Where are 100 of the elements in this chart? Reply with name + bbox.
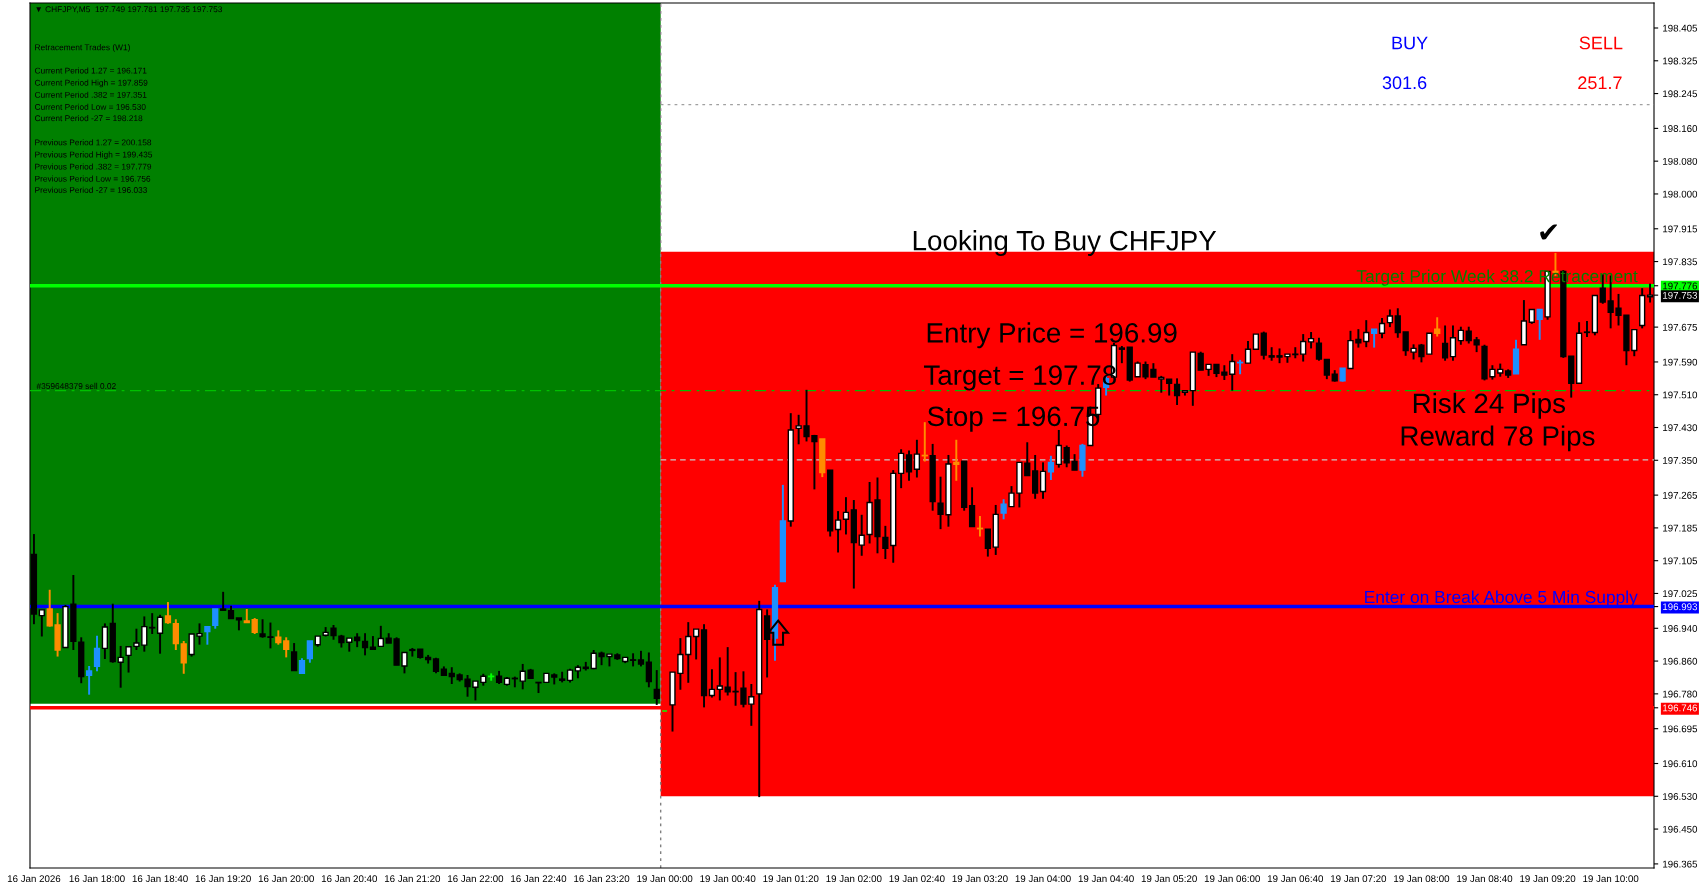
- candlestick: [149, 612, 156, 635]
- y-tick-label: 198.000: [1663, 190, 1698, 198]
- candlestick: [1000, 498, 1007, 521]
- y-tick-label: 197.753: [1663, 291, 1698, 299]
- candlestick: [1229, 353, 1236, 392]
- candlestick: [842, 496, 850, 536]
- candlestick: [290, 642, 298, 672]
- annotation: Previous Period .382 = 197.779: [35, 163, 152, 170]
- candlestick: [164, 601, 172, 625]
- y-tick-label: 197.025: [1663, 590, 1698, 598]
- candlestick: [653, 669, 660, 706]
- candlestick: [377, 624, 384, 648]
- candlestick: [156, 613, 164, 655]
- y-tick-label: 198.245: [1663, 90, 1698, 98]
- x-tick-label: 19 Jan 07:20: [1331, 875, 1387, 883]
- candlestick: [693, 628, 700, 661]
- candlestick: [834, 510, 842, 554]
- candlestick: [1583, 320, 1591, 338]
- annotation: ✔: [1540, 224, 1557, 240]
- y-tick-label: 197.185: [1663, 524, 1698, 532]
- candlestick: [1394, 307, 1401, 339]
- annotation: Current Period -27 = 198.218: [34, 115, 143, 122]
- y-tick-label: 196.780: [1663, 690, 1698, 698]
- candlestick: [38, 608, 45, 638]
- annotation: Entry Price = 196.99: [927, 322, 1177, 349]
- x-tick-label: 16 Jan 21:20: [384, 875, 441, 883]
- candlestick: [172, 618, 179, 651]
- y-tick-label: 198.080: [1663, 157, 1698, 165]
- x-tick-label: 19 Jan 09:20: [1520, 875, 1576, 883]
- x-tick-label: 19 Jan 02:40: [889, 875, 945, 883]
- candlestick: [968, 486, 976, 528]
- candlestick: [1520, 299, 1528, 346]
- candlestick: [1173, 377, 1181, 406]
- y-tick-label: 197.350: [1663, 457, 1698, 464]
- y-tick-label: 196.365: [1663, 860, 1698, 868]
- x-tick-label: 16 Jan 18:00: [69, 875, 125, 883]
- candlestick: [85, 665, 93, 696]
- x-tick-label: 19 Jan 00:00: [637, 875, 693, 883]
- candlestick: [882, 524, 889, 561]
- candlestick: [1315, 336, 1323, 362]
- annotation: Risk 24 Pips: [1413, 392, 1566, 419]
- candlestick: [220, 590, 227, 612]
- annotation: Previous Period 1.27 = 200.158: [35, 139, 152, 146]
- x-tick-label: 16 Jan 20:40: [321, 875, 378, 883]
- y-tick-label: 197.776: [1663, 282, 1698, 290]
- candlestick: [283, 636, 290, 659]
- candlestick: [101, 622, 109, 660]
- x-tick-label: 19 Jan 03:20: [952, 875, 1008, 883]
- candlestick: [1032, 453, 1039, 500]
- y-tick-label: 198.325: [1663, 57, 1698, 65]
- candlestick: [93, 634, 101, 673]
- candlestick: [204, 625, 211, 646]
- candlestick: [913, 438, 921, 479]
- candlestick: [1449, 324, 1457, 362]
- annotation: 301.6: [1382, 76, 1427, 90]
- annotation: Looking To Buy CHFJPY: [913, 230, 1217, 256]
- candlestick: [1039, 461, 1047, 500]
- annotation: Current Period Low = 196.530: [34, 103, 146, 110]
- ref-line-label: #359648379 sell 0.02: [36, 382, 116, 389]
- ref-line-label: Enter on Break Above 5 Min Supply: [1365, 590, 1638, 607]
- y-tick-label: 196.610: [1663, 760, 1698, 768]
- x-tick-label: 19 Jan 04:00: [1015, 875, 1071, 883]
- y-tick-label: 196.860: [1663, 657, 1698, 665]
- x-tick-label: 16 Jan 20:00: [258, 875, 314, 883]
- candlestick: [1300, 333, 1307, 363]
- candlestick: [1434, 316, 1441, 338]
- x-tick-label: 16 Jan 2026: [7, 875, 61, 883]
- x-tick-label: 16 Jan 18:40: [132, 875, 188, 883]
- x-tick-label: 19 Jan 01:20: [763, 875, 819, 883]
- annotation: Current Period 1.27 = 196.171: [34, 67, 147, 74]
- candlestick: [984, 528, 991, 558]
- annotation: Reward 78 Pips: [1401, 425, 1595, 452]
- candlestick: [117, 644, 124, 689]
- y-tick-label: 197.265: [1663, 491, 1698, 499]
- y-tick-label: 197.590: [1663, 358, 1698, 366]
- x-tick-label: 16 Jan 23:20: [574, 875, 630, 883]
- y-tick-label: 197.105: [1663, 557, 1698, 565]
- candlestick: [212, 608, 219, 630]
- x-tick-label: 19 Jan 00:40: [700, 875, 756, 883]
- annotation: ▼ CHFJPY,M5 197.749 197.781 197.735 197.753: [36, 6, 223, 14]
- candlestick: [858, 513, 865, 557]
- x-tick-label: 19 Jan 06:00: [1204, 875, 1260, 883]
- candlestick: [708, 668, 716, 699]
- candlestick: [306, 640, 314, 664]
- y-tick-label: 198.405: [1663, 24, 1698, 32]
- x-tick-label: 16 Jan 19:20: [195, 875, 251, 883]
- x-tick-label: 16 Jan 22:40: [511, 875, 567, 883]
- candlestick: [1536, 308, 1543, 341]
- candlestick: [645, 651, 652, 689]
- candlestick: [1457, 325, 1464, 346]
- y-tick-label: 196.695: [1663, 725, 1698, 733]
- candlestick: [1441, 324, 1449, 362]
- candlestick: [1047, 454, 1055, 481]
- annotation: Previous Period -27 = 196.033: [35, 186, 147, 193]
- candlestick: [897, 448, 905, 490]
- y-tick-label: 197.430: [1663, 424, 1698, 432]
- annotation: 251.7: [1578, 76, 1622, 90]
- y-tick-label: 196.993: [1663, 603, 1698, 611]
- y-tick-label: 197.835: [1663, 258, 1698, 266]
- annotation: Current Period High = 197.859: [34, 79, 148, 88]
